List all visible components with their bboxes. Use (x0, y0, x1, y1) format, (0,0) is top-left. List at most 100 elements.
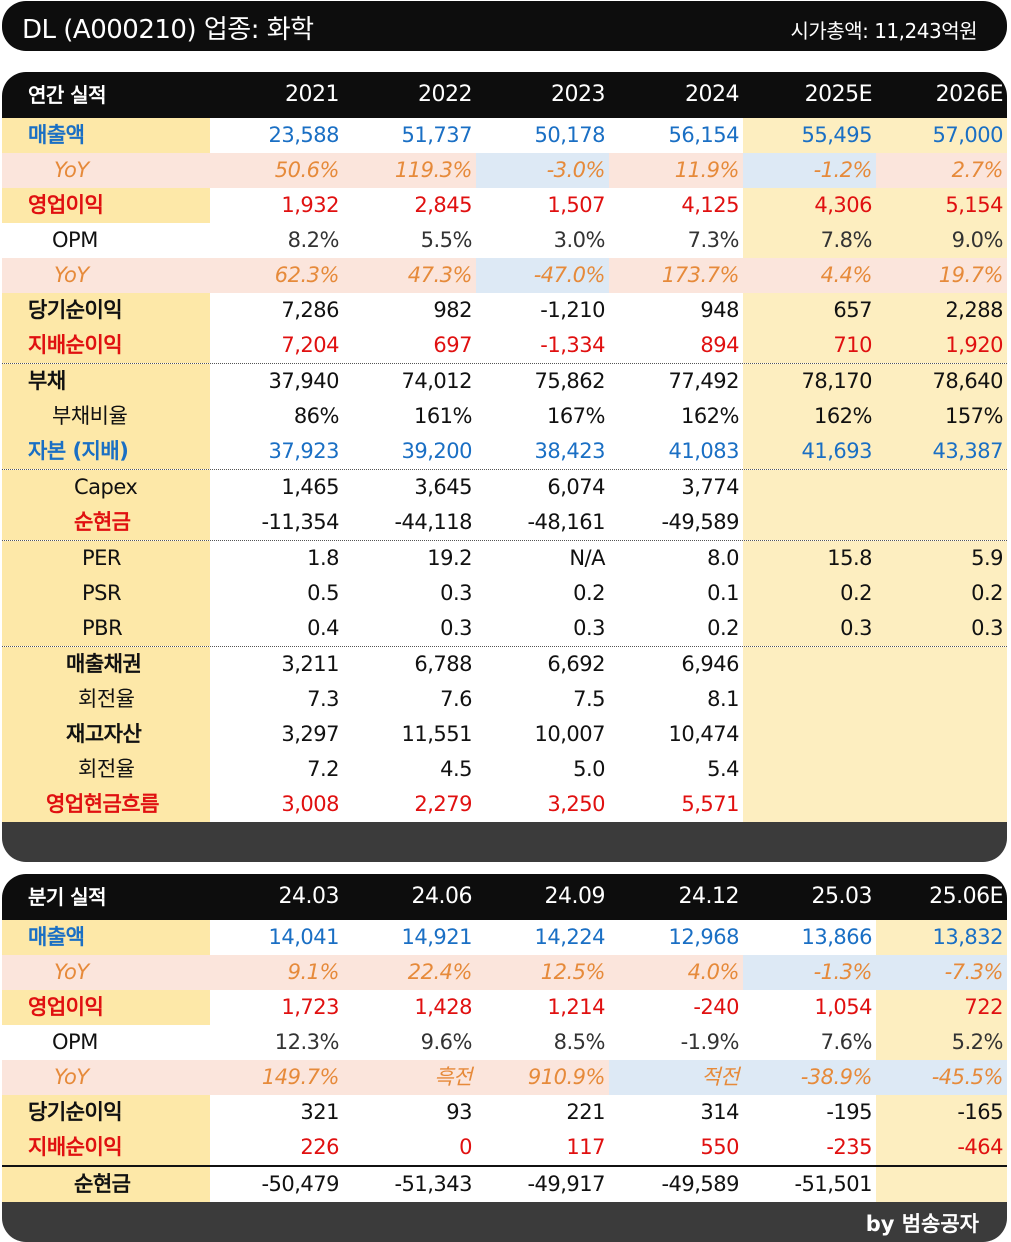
data-cell (743, 752, 876, 787)
data-cell: 221 (566, 1100, 605, 1124)
data-cell: 11.9% (674, 158, 740, 182)
data-cell: 5,154 (876, 188, 1007, 223)
data-cell: 4,306 (743, 188, 876, 223)
data-cell: 2.7% (951, 158, 1004, 182)
data-cell: 1,932 (281, 193, 339, 217)
data-cell: 13,832 (876, 920, 1007, 955)
table-row: 영업현금흐름 3,008 2,279 3,250 5,571 (2, 787, 1007, 822)
table-row: 지배순이익 7,204 697 -1,334 894 710 1,920 (2, 328, 1007, 363)
table-row: 회전율 7.2 4.5 5.0 5.4 (2, 752, 1007, 787)
data-cell (876, 752, 1007, 787)
data-cell: 0.2 (743, 576, 876, 611)
data-cell: 43,387 (876, 434, 1007, 469)
row-label: 순현금 (2, 505, 210, 540)
data-cell: 78,170 (743, 364, 876, 399)
data-cell: 56,154 (668, 123, 740, 147)
quarterly-header-label: 분기 실적 (28, 885, 107, 909)
data-cell: 7.8% (743, 223, 876, 258)
data-cell: 0.2 (573, 581, 605, 605)
annual-header-row: 연간 실적 2021 2022 2023 2024 2025E 2026E (2, 72, 1007, 118)
data-cell: 10,474 (668, 722, 740, 746)
row-label: YoY (54, 158, 89, 182)
data-cell: 3,008 (281, 792, 339, 816)
data-cell: 93 (446, 1100, 472, 1124)
table-row: YoY 50.6% 119.3% -3.0% 11.9% -1.2% 2.7% (2, 153, 1007, 188)
row-label: 매출액 (2, 920, 210, 955)
data-cell: 1,723 (281, 995, 339, 1019)
table-row: PER 1.8 19.2 N/A 8.0 15.8 5.9 (2, 540, 1007, 576)
data-cell: 51,737 (401, 123, 473, 147)
data-cell: 7,286 (281, 298, 339, 322)
data-cell: 78,640 (876, 364, 1007, 399)
data-cell: 0 (459, 1135, 472, 1159)
data-cell: 0.3 (743, 611, 876, 646)
row-label: PSR (2, 576, 210, 611)
data-cell (876, 682, 1007, 717)
data-cell: -51,501 (794, 1172, 872, 1196)
row-label: 매출채권 (2, 647, 210, 682)
row-label: 부채비율 (2, 399, 210, 434)
data-cell: 0.4 (307, 616, 339, 640)
data-cell: 10,007 (534, 722, 606, 746)
annual-header-period: 2022 (418, 82, 473, 107)
data-cell: 흑전 (434, 1065, 472, 1089)
data-cell: -11,354 (261, 510, 339, 534)
data-cell: 0.3 (440, 581, 472, 605)
annual-header-period: 2023 (551, 82, 606, 107)
data-cell: -51,343 (394, 1172, 472, 1196)
data-cell: 86% (293, 404, 340, 428)
row-label: 영업이익 (2, 188, 210, 223)
data-cell: 19.7% (876, 258, 1007, 293)
data-cell: 4.4% (743, 258, 876, 293)
data-cell: 8.5% (553, 1030, 606, 1054)
row-label: YoY (54, 960, 89, 984)
table-row: YoY 149.7% 흑전 910.9% 적전 -38.9% -45.5% (2, 1060, 1007, 1095)
data-cell: -1,334 (540, 333, 605, 357)
data-cell: 57,000 (876, 118, 1007, 153)
author-credit: by 범송공자 (865, 1212, 979, 1236)
data-cell: 4.5 (440, 757, 472, 781)
quarterly-table: 분기 실적 24.03 24.06 24.09 24.12 25.03 25.06E 매출액 1… (2, 874, 1007, 1242)
data-cell: 7,204 (281, 333, 339, 357)
data-cell: 0.3 (876, 611, 1007, 646)
data-cell: 6,946 (681, 652, 739, 676)
data-cell: 11,551 (401, 722, 473, 746)
data-cell: -235 (826, 1135, 872, 1159)
data-cell: -1,210 (540, 298, 605, 322)
table-row: 지배순이익 226 0 117 550 -235 -464 (2, 1130, 1007, 1165)
data-cell: 7.3% (687, 228, 740, 252)
data-cell: 0.3 (440, 616, 472, 640)
data-cell: 22.4% (407, 960, 473, 984)
data-cell: 173.7% (661, 263, 740, 287)
data-cell: 5.5% (420, 228, 473, 252)
data-cell: 3,774 (681, 475, 739, 499)
data-cell: N/A (569, 546, 605, 570)
data-cell: -165 (876, 1095, 1007, 1130)
data-cell: 8.2% (287, 228, 340, 252)
row-label: 순현금 (2, 1167, 210, 1202)
data-cell (876, 647, 1007, 682)
table-row: 매출액 14,041 14,921 14,224 12,968 13,866 13,832 (2, 920, 1007, 955)
row-label: 부채 (2, 364, 210, 399)
data-cell: 7.6 (440, 687, 472, 711)
data-cell: 적전 (609, 1060, 743, 1095)
quarterly-footer-bar: by 범송공자 (2, 1202, 1007, 1242)
data-cell: 697 (433, 333, 472, 357)
row-label: Capex (2, 470, 210, 505)
row-label: YoY (54, 263, 89, 287)
data-cell: 710 (743, 328, 876, 363)
data-cell: 0.1 (707, 581, 739, 605)
data-cell: 119.3% (394, 158, 473, 182)
data-cell: 50,178 (534, 123, 606, 147)
data-cell: 75,862 (534, 369, 606, 393)
row-label: 회전율 (2, 682, 210, 717)
data-cell: 15.8 (743, 541, 876, 576)
row-label: OPM (52, 228, 98, 252)
row-label: PBR (2, 611, 210, 646)
data-cell: 12,968 (668, 925, 740, 949)
table-row: 순현금 -11,354 -44,118 -48,161 -49,589 (2, 505, 1007, 540)
data-cell: 37,923 (268, 439, 340, 463)
data-cell: 5,571 (681, 792, 739, 816)
table-row: 회전율 7.3 7.6 7.5 8.1 (2, 682, 1007, 717)
data-cell: 39,200 (401, 439, 473, 463)
